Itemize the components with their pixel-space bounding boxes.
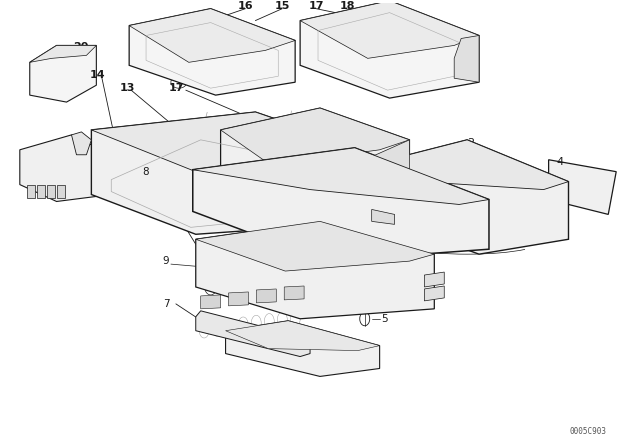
Polygon shape	[454, 35, 479, 82]
Polygon shape	[424, 286, 444, 301]
Polygon shape	[196, 221, 435, 271]
Polygon shape	[221, 108, 410, 210]
Polygon shape	[56, 185, 65, 198]
Polygon shape	[225, 321, 380, 351]
Text: 14: 14	[90, 70, 105, 80]
Text: 17: 17	[169, 83, 184, 93]
Polygon shape	[372, 210, 394, 224]
Text: 15: 15	[275, 0, 290, 11]
Polygon shape	[72, 132, 92, 155]
Polygon shape	[129, 9, 295, 62]
Polygon shape	[47, 185, 54, 198]
Text: 6: 6	[381, 296, 388, 306]
Text: 9: 9	[163, 256, 169, 266]
Polygon shape	[193, 148, 489, 261]
Text: 3: 3	[342, 259, 349, 269]
Text: 7: 7	[163, 299, 170, 309]
Polygon shape	[370, 140, 568, 254]
Text: 5: 5	[381, 314, 388, 324]
Polygon shape	[20, 135, 111, 202]
Text: 12: 12	[335, 147, 348, 157]
Text: 4: 4	[557, 157, 564, 167]
Text: 8: 8	[143, 167, 149, 177]
Polygon shape	[92, 112, 380, 180]
Polygon shape	[29, 45, 97, 62]
Polygon shape	[225, 321, 380, 376]
Text: 18: 18	[340, 0, 356, 11]
Polygon shape	[196, 311, 310, 357]
Polygon shape	[36, 185, 45, 198]
Polygon shape	[300, 1, 479, 98]
Polygon shape	[300, 1, 479, 58]
Text: 11: 11	[191, 135, 207, 145]
Polygon shape	[365, 140, 410, 199]
Polygon shape	[129, 9, 295, 95]
Polygon shape	[193, 148, 489, 204]
Text: 13: 13	[119, 83, 134, 93]
Polygon shape	[424, 272, 444, 287]
Text: 17: 17	[308, 0, 324, 11]
Polygon shape	[257, 289, 276, 303]
Polygon shape	[284, 286, 304, 300]
Polygon shape	[201, 295, 221, 309]
Polygon shape	[370, 140, 568, 190]
Text: 0005C903: 0005C903	[570, 427, 607, 436]
Text: 10: 10	[322, 215, 335, 224]
Polygon shape	[27, 185, 35, 198]
Polygon shape	[29, 45, 97, 102]
Polygon shape	[92, 112, 380, 234]
Text: 16: 16	[237, 0, 253, 11]
Text: 2: 2	[467, 138, 474, 148]
Polygon shape	[221, 108, 410, 165]
Polygon shape	[228, 292, 248, 306]
Text: 20: 20	[74, 43, 89, 52]
Text: 1: 1	[282, 250, 289, 260]
Polygon shape	[196, 221, 435, 319]
Polygon shape	[548, 160, 616, 215]
